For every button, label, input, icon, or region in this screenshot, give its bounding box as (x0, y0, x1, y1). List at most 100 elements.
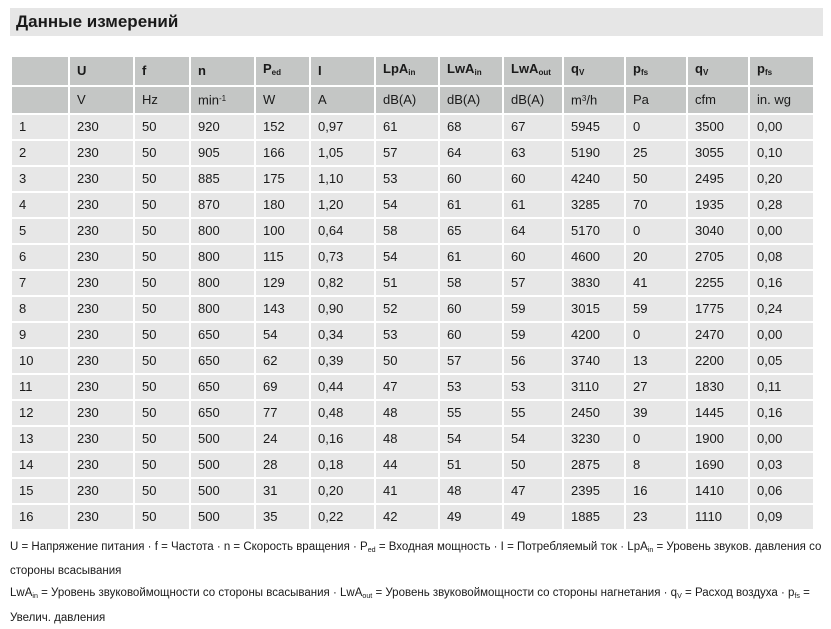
table-cell: 650 (191, 374, 254, 399)
row-number-cell: 16 (12, 504, 68, 529)
table-row: 5 230 50 800 100 0,64 58 65 64 5170 0 3040 0,00 (12, 218, 813, 243)
table-cell: 56 (504, 348, 562, 373)
unit-cell-airflow-m3h: m3/h (564, 87, 624, 113)
table-cell: 60 (440, 166, 502, 191)
table-cell: 650 (191, 400, 254, 425)
table-cell: 48 (376, 426, 438, 451)
table-cell: 230 (70, 322, 133, 347)
row-number-cell: 10 (12, 348, 68, 373)
table-cell: 0,05 (750, 348, 813, 373)
table-cell: 50 (135, 270, 189, 295)
table-cell: 1900 (688, 426, 748, 451)
table-cell: 5945 (564, 114, 624, 139)
table-cell: 0,00 (750, 426, 813, 451)
table-cell: 2875 (564, 452, 624, 477)
table-cell: 500 (191, 478, 254, 503)
table-cell: 50 (135, 348, 189, 373)
table-cell: 60 (440, 322, 502, 347)
table-cell: 0,20 (750, 166, 813, 191)
table-cell: 0,00 (750, 218, 813, 243)
table-cell: 0,18 (311, 452, 374, 477)
table-cell: 1885 (564, 504, 624, 529)
table-cell: 27 (626, 374, 686, 399)
table-cell: 166 (256, 140, 309, 165)
table-cell: 50 (135, 322, 189, 347)
table-row: 1 230 50 920 152 0,97 61 68 67 5945 0 3500 0,00 (12, 114, 813, 139)
header-cell-lwa-in: LwAin (440, 57, 502, 85)
header-cell-pressure-inwg: pfs (750, 57, 813, 85)
table-cell: 230 (70, 114, 133, 139)
table-row: 12 230 50 650 77 0,48 48 55 55 2450 39 1445 0,16 (12, 400, 813, 425)
table-cell: 1110 (688, 504, 748, 529)
table-cell: 35 (256, 504, 309, 529)
table-cell: 0,22 (311, 504, 374, 529)
header-cell-airflow-m3h: qV (564, 57, 624, 85)
table-cell: 0,06 (750, 478, 813, 503)
table-cell: 77 (256, 400, 309, 425)
table-row: 2 230 50 905 166 1,05 57 64 63 5190 25 3055 0,10 (12, 140, 813, 165)
unit-cell-pressure-inwg: in. wg (750, 87, 813, 113)
header-cell-airflow-cfm: qV (688, 57, 748, 85)
table-cell: 53 (376, 166, 438, 191)
table-cell: 800 (191, 244, 254, 269)
table-cell: 55 (440, 400, 502, 425)
footnote: U = Напряжение питания · f = Частота · n… (10, 536, 823, 629)
table-cell: 50 (626, 166, 686, 191)
table-cell: 50 (135, 400, 189, 425)
table-cell: 59 (626, 296, 686, 321)
table-cell: 1775 (688, 296, 748, 321)
unit-cell-pressure-pa: Pa (626, 87, 686, 113)
table-cell: 51 (440, 452, 502, 477)
unit-cell-speed: min-1 (191, 87, 254, 113)
table-cell: 50 (135, 140, 189, 165)
table-cell: 870 (191, 192, 254, 217)
table-cell: 0,82 (311, 270, 374, 295)
table-cell: 3285 (564, 192, 624, 217)
table-cell: 230 (70, 166, 133, 191)
table-row: 8 230 50 800 143 0,90 52 60 59 3015 59 1775 0,24 (12, 296, 813, 321)
table-cell: 3830 (564, 270, 624, 295)
table-cell: 1,20 (311, 192, 374, 217)
table-cell: 59 (504, 322, 562, 347)
table-cell: 0,16 (750, 400, 813, 425)
table-cell: 3055 (688, 140, 748, 165)
table-row: 3 230 50 885 175 1,10 53 60 60 4240 50 2495 0,20 (12, 166, 813, 191)
row-number-cell: 8 (12, 296, 68, 321)
table-cell: 0,03 (750, 452, 813, 477)
table-cell: 0 (626, 322, 686, 347)
unit-cell-row-number (12, 87, 68, 113)
table-cell: 2495 (688, 166, 748, 191)
unit-cell-frequency: Hz (135, 87, 189, 113)
table-cell: 115 (256, 244, 309, 269)
table-cell: 58 (440, 270, 502, 295)
table-cell: 47 (376, 374, 438, 399)
header-cell-frequency: f (135, 57, 189, 85)
table-cell: 61 (440, 244, 502, 269)
table-cell: 2255 (688, 270, 748, 295)
table-cell: 500 (191, 426, 254, 451)
table-cell: 54 (256, 322, 309, 347)
table-cell: 0,00 (750, 322, 813, 347)
table-cell: 230 (70, 478, 133, 503)
table-cell: 50 (135, 296, 189, 321)
table-cell: 230 (70, 400, 133, 425)
table-row: 9 230 50 650 54 0,34 53 60 59 4200 0 2470 0,00 (12, 322, 813, 347)
row-number-cell: 5 (12, 218, 68, 243)
table-cell: 53 (440, 374, 502, 399)
header-cell-lpa-in: LpAin (376, 57, 438, 85)
table-cell: 0,44 (311, 374, 374, 399)
row-number-cell: 12 (12, 400, 68, 425)
header-cell-current: I (311, 57, 374, 85)
table-cell: 1445 (688, 400, 748, 425)
table-cell: 50 (376, 348, 438, 373)
table-cell: 70 (626, 192, 686, 217)
table-cell: 920 (191, 114, 254, 139)
table-row: 7 230 50 800 129 0,82 51 58 57 3830 41 2255 0,16 (12, 270, 813, 295)
table-cell: 41 (376, 478, 438, 503)
table-cell: 53 (504, 374, 562, 399)
table-cell: 54 (376, 244, 438, 269)
table-cell: 0,90 (311, 296, 374, 321)
